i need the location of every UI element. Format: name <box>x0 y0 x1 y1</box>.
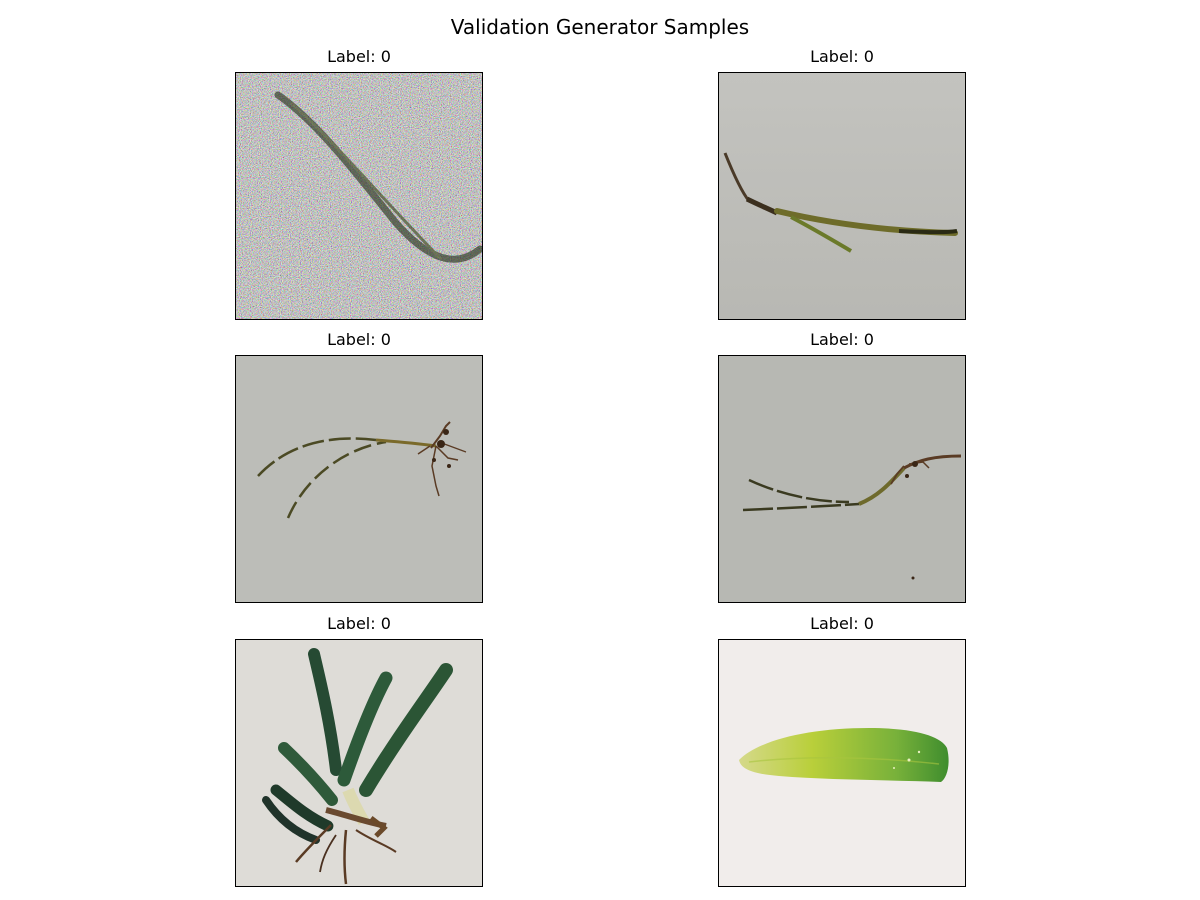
seedling-with-roots-icon <box>235 355 483 603</box>
sample-label: Label: 0 <box>327 47 391 66</box>
sample-label: Label: 0 <box>327 614 391 633</box>
sample-panel-2: Label: 0 <box>718 47 966 320</box>
figure-title: Validation Generator Samples <box>450 15 750 39</box>
sample-panel-3: Label: 0 <box>235 330 483 603</box>
plant-with-roots-icon <box>235 639 483 887</box>
sample-label: Label: 0 <box>810 330 874 349</box>
grass-with-roots-icon <box>718 355 966 603</box>
grass-blade-icon <box>718 72 966 320</box>
sample-label: Label: 0 <box>810 47 874 66</box>
sample-label: Label: 0 <box>810 614 874 633</box>
sample-panel-6: Label: 0 <box>718 614 966 887</box>
sample-label: Label: 0 <box>327 330 391 349</box>
green-leaf-icon <box>718 639 966 887</box>
noisy-grass-blade-icon <box>235 72 483 320</box>
sample-panel-5: Label: 0 <box>235 614 483 887</box>
sample-panel-4: Label: 0 <box>718 330 966 603</box>
sample-panel-1: Label: 0 <box>235 47 483 320</box>
